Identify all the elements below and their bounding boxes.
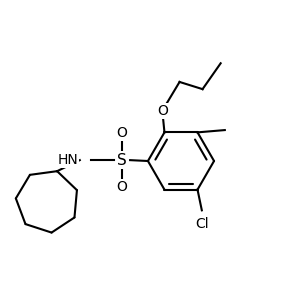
Text: Cl: Cl (195, 217, 209, 231)
Text: O: O (117, 180, 127, 194)
Text: O: O (157, 104, 168, 118)
Text: HN: HN (58, 153, 78, 167)
Text: S: S (117, 152, 127, 168)
Text: O: O (117, 126, 127, 140)
